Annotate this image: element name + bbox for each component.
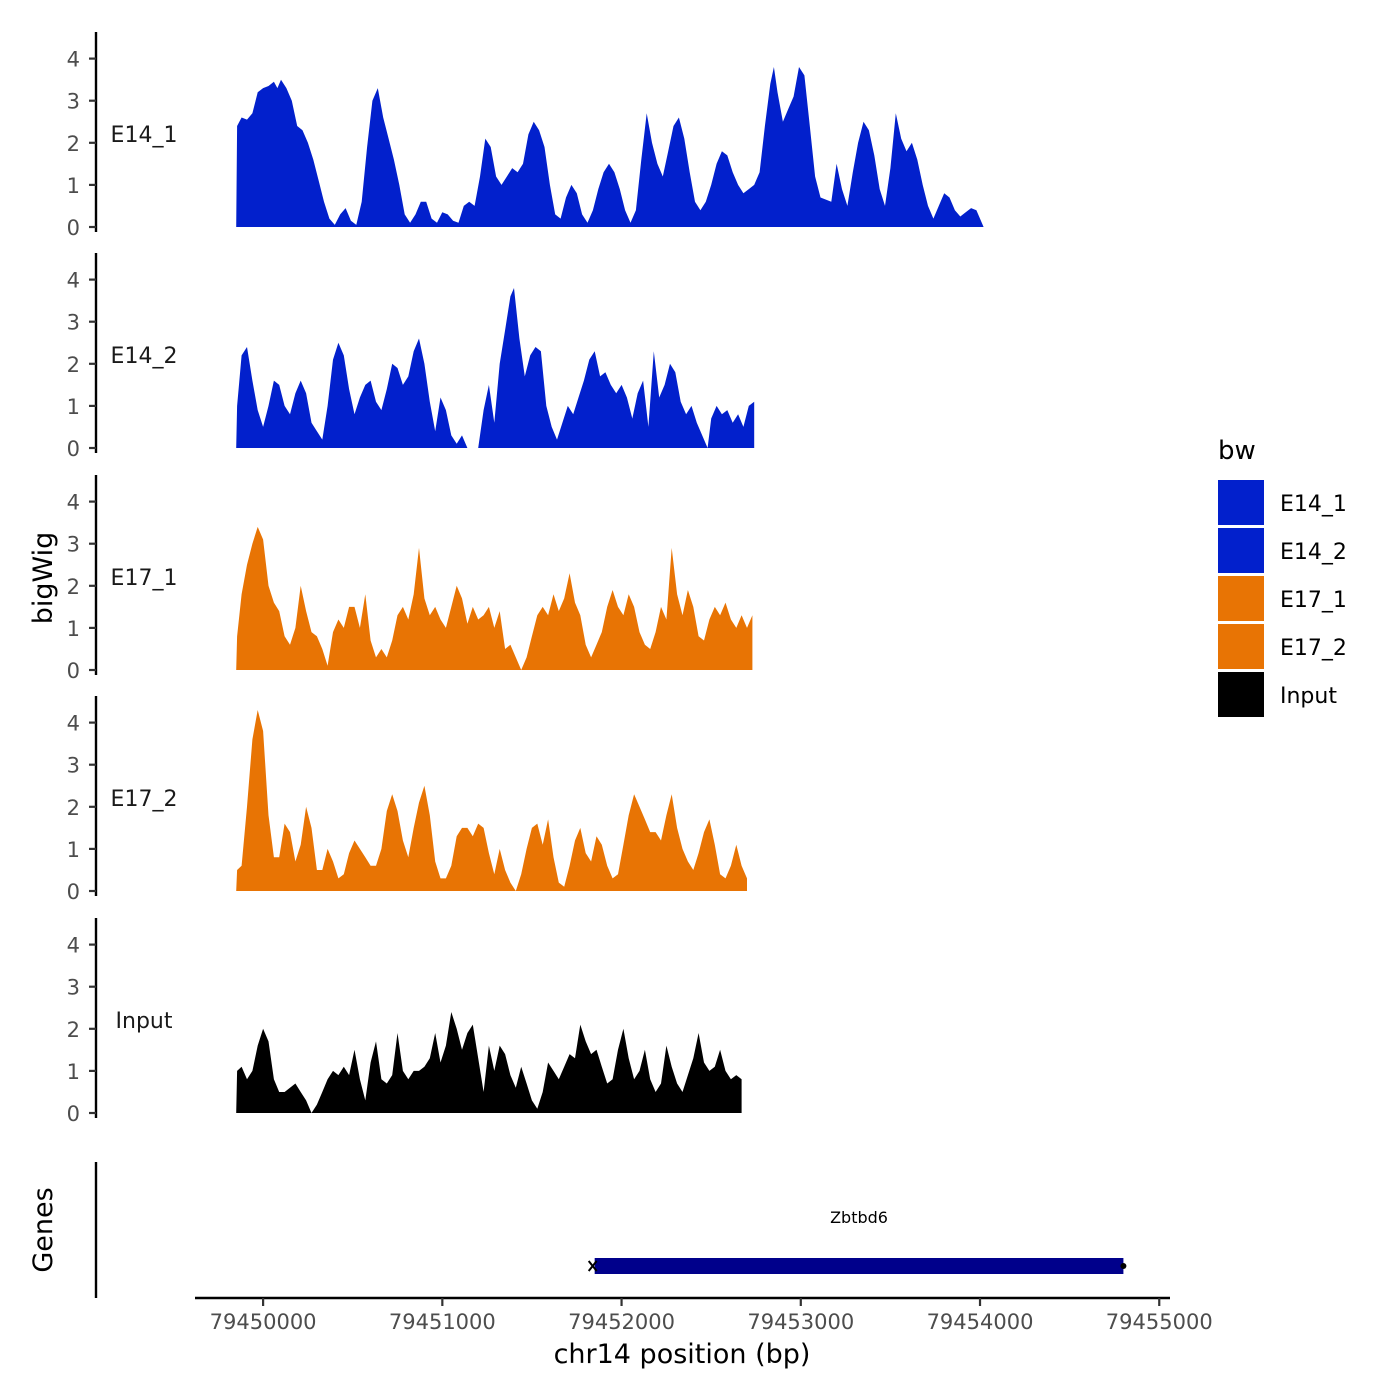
track-panels: 0 1 2 3 4 E14_1 0 1 2 3 4 E14_2 0 1 2 3 4 E17_1 0 1 2 3 4 E17_2…	[67, 32, 984, 1126]
gene-name-label: Zbtbd6	[830, 1208, 888, 1227]
track-label: E14_2	[111, 344, 178, 369]
legend-label: E14_2	[1280, 540, 1347, 565]
y-tick-label: 4	[67, 934, 80, 958]
y-tick-label: 4	[67, 269, 80, 293]
coverage-area-e14_1	[236, 67, 984, 227]
y-tick-label: 1	[67, 395, 80, 419]
coverage-area-input	[236, 1012, 742, 1113]
genes-axis-label: Genes	[28, 1187, 59, 1272]
legend-swatch-separator	[1218, 717, 1264, 720]
y-tick-label: 4	[67, 712, 80, 736]
y-tick-label: 1	[67, 1060, 80, 1084]
coverage-area-e14_2	[236, 288, 755, 448]
legend-label: E17_2	[1280, 636, 1347, 661]
gene-start-marker	[587, 1260, 598, 1272]
x-axis: 79450000 79451000 79452000 79453000 79454000…	[195, 1296, 1213, 1370]
track-label: E17_2	[111, 787, 178, 812]
y-tick-label: 0	[67, 659, 80, 683]
y-tick-label: 3	[67, 90, 80, 114]
legend-label: E14_1	[1280, 492, 1347, 517]
legend-item-e17_2: E17_2	[1218, 624, 1347, 672]
track-e17_2: 0 1 2 3 4 E17_2	[67, 696, 747, 904]
legend-item-input: Input	[1218, 672, 1337, 720]
x-tick-label: 79450000	[210, 1310, 317, 1334]
y-tick-label: 0	[67, 216, 80, 240]
coverage-area-e17_2	[236, 710, 747, 891]
legend-swatch	[1218, 480, 1264, 526]
legend-swatch-separator	[1218, 573, 1264, 576]
legend-item-e14_1: E14_1	[1218, 480, 1347, 528]
y-tick-label: 1	[67, 838, 80, 862]
track-input: 0 1 2 3 4 Input	[67, 918, 742, 1126]
legend-item-e17_1: E17_1	[1218, 576, 1347, 624]
track-e17_1: 0 1 2 3 4 E17_1	[67, 475, 753, 683]
y-tick-label: 2	[67, 575, 80, 599]
gene-body	[594, 1258, 1124, 1274]
y-tick-label: 4	[67, 491, 80, 515]
y-tick-label: 0	[67, 1102, 80, 1126]
y-tick-label: 1	[67, 617, 80, 641]
y-tick-label: 3	[67, 311, 80, 335]
gene-end-marker	[1120, 1263, 1127, 1269]
track-e14_1: 0 1 2 3 4 E14_1	[67, 32, 984, 240]
legend-swatch	[1218, 528, 1264, 574]
y-axis-title: bigWig	[28, 532, 59, 625]
gene-zbtbd6: Zbtbd6	[587, 1208, 1127, 1274]
y-tick-label: 2	[67, 1018, 80, 1042]
track-label: E14_1	[111, 123, 178, 148]
legend-title: bw	[1218, 436, 1256, 466]
legend-item-e14_2: E14_2	[1218, 528, 1347, 576]
track-label: Input	[116, 1009, 173, 1034]
y-tick-label: 3	[67, 976, 80, 1000]
track-e14_2: 0 1 2 3 4 E14_2	[67, 253, 755, 461]
y-tick-label: 0	[67, 880, 80, 904]
x-tick-label: 79453000	[747, 1310, 854, 1334]
y-tick-label: 2	[67, 132, 80, 156]
legend-label: E17_1	[1280, 588, 1347, 613]
y-tick-label: 3	[67, 754, 80, 778]
legend-swatch-separator	[1218, 525, 1264, 528]
legend-label: Input	[1280, 684, 1337, 709]
legend-swatch	[1218, 672, 1264, 718]
x-tick-label: 79451000	[389, 1310, 496, 1334]
legend-swatch	[1218, 576, 1264, 622]
y-tick-label: 2	[67, 796, 80, 820]
track-label: E17_1	[111, 566, 178, 591]
x-tick-label: 79454000	[927, 1310, 1034, 1334]
legend-swatch-separator	[1218, 621, 1264, 624]
y-tick-label: 0	[67, 437, 80, 461]
legend-swatch-separator	[1218, 669, 1264, 672]
gene-panel: Genes Zbtbd6	[28, 1162, 1127, 1298]
y-tick-label: 1	[67, 174, 80, 198]
x-tick-label: 79455000	[1106, 1310, 1213, 1334]
x-tick-label: 79452000	[568, 1310, 675, 1334]
legend-swatch	[1218, 624, 1264, 670]
legend: bw E14_1 E14_2 E17_1 E17_2 Input	[1218, 436, 1347, 720]
y-tick-label: 4	[67, 48, 80, 72]
y-tick-label: 3	[67, 533, 80, 557]
x-axis-title: chr14 position (bp)	[554, 1339, 811, 1370]
coverage-area-e17_1	[236, 526, 753, 670]
y-tick-label: 2	[67, 353, 80, 377]
